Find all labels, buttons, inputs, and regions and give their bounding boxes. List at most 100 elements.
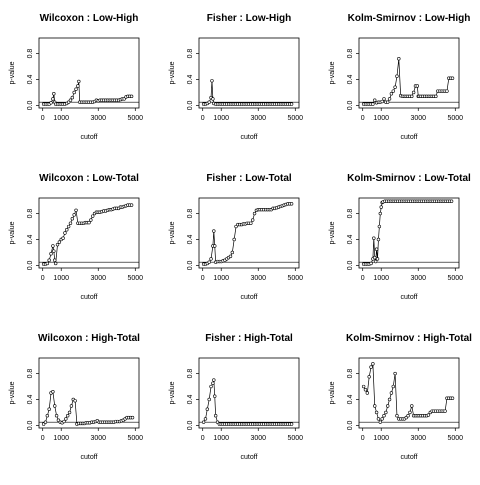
x-tick-label: 1000 xyxy=(213,115,229,122)
data-point xyxy=(89,218,93,222)
data-point xyxy=(53,404,57,408)
chart-title: Wilcoxon : Low-Total xyxy=(39,173,139,184)
x-tick-label: 3000 xyxy=(90,275,106,282)
data-point xyxy=(373,259,378,264)
x-axis-label: cutoff xyxy=(81,134,98,141)
y-tick-label: 0.0 xyxy=(27,100,34,110)
x-tick-label: 3000 xyxy=(250,275,266,282)
data-point xyxy=(389,391,394,395)
data-point xyxy=(375,257,380,261)
plot-frame xyxy=(358,197,460,269)
x-tick-label: 5000 xyxy=(448,115,464,122)
data-point xyxy=(90,214,95,218)
y-axis-label: p-value xyxy=(329,381,336,404)
data-point xyxy=(369,365,373,369)
data-point xyxy=(54,413,59,418)
data-point xyxy=(87,220,91,225)
data-point xyxy=(213,394,217,398)
chart-panel-8: Fisher : High-Total 0 1000 3000 5000 0.0 0.4 0.… xyxy=(169,333,303,461)
data-point xyxy=(52,92,56,96)
data-point xyxy=(65,228,69,232)
data-point xyxy=(47,258,51,262)
data-point xyxy=(397,57,401,61)
data-point xyxy=(52,249,56,253)
y-tick-label: 0.4 xyxy=(347,75,354,85)
data-point xyxy=(380,417,384,421)
data-point xyxy=(395,74,399,78)
series-line xyxy=(203,203,292,265)
data-point xyxy=(47,407,51,411)
data-point xyxy=(386,100,390,104)
x-tick-label: 3000 xyxy=(90,115,106,122)
data-point xyxy=(363,388,368,392)
data-point xyxy=(251,218,255,222)
data-point xyxy=(209,257,213,261)
data-point xyxy=(72,90,76,95)
x-tick-label: 1000 xyxy=(373,275,389,282)
chart-panel-3: Kolm-Smirnov : Low-High 0 1000 3000 5000 0.0 0… xyxy=(329,13,470,141)
data-point xyxy=(289,422,294,426)
y-tick-label: 0.4 xyxy=(27,395,34,405)
chart-panel-2: Fisher : Low-High 0 1000 3000 5000 0.0 0.4 0.8 c… xyxy=(169,13,303,141)
y-axis-label: p-value xyxy=(329,61,336,84)
y-tick-label: 0.4 xyxy=(27,235,34,245)
x-tick-label: 3000 xyxy=(90,435,106,442)
data-point xyxy=(129,203,134,207)
chart-title: Kolm-Smirnov : High-Total xyxy=(346,333,472,344)
data-point xyxy=(410,404,414,408)
data-point xyxy=(387,97,392,101)
chart-title: Kolm-Smirnov : Low-High xyxy=(348,13,471,24)
data-point xyxy=(49,252,53,256)
data-point xyxy=(252,211,257,216)
x-axis-label: cutoff xyxy=(81,454,98,461)
x-tick-label: 0 xyxy=(361,435,365,442)
data-point xyxy=(426,413,431,417)
data-point xyxy=(450,396,455,400)
data-point xyxy=(66,224,71,229)
data-point xyxy=(211,97,215,101)
x-tick-label: 0 xyxy=(201,275,205,282)
chart-title: Wilcoxon : High-Total xyxy=(38,333,140,344)
data-point xyxy=(74,87,78,91)
y-tick-label: 0.8 xyxy=(27,49,34,59)
data-point xyxy=(129,94,134,99)
data-point xyxy=(361,384,366,389)
x-tick-label: 5000 xyxy=(448,275,464,282)
y-tick-label: 0.0 xyxy=(347,420,354,430)
plot-frame xyxy=(358,37,460,109)
y-tick-label: 0.0 xyxy=(347,100,354,110)
y-tick-label: 0.8 xyxy=(347,49,354,59)
data-point xyxy=(53,261,58,266)
data-point xyxy=(64,417,68,421)
x-axis-label: cutoff xyxy=(401,294,418,301)
x-tick-label: 0 xyxy=(201,115,205,122)
y-tick-label: 0.8 xyxy=(27,209,34,219)
chart-panel-6: Kolm-Smirnov : Low-Total 0 1000 3000 5000 0.0… xyxy=(329,173,471,301)
chart-panel-9: Kolm-Smirnov : High-Total 0 1000 3000 5000 0.… xyxy=(329,333,472,461)
data-point xyxy=(211,381,215,385)
data-point xyxy=(449,199,454,203)
y-tick-label: 0.0 xyxy=(347,260,354,270)
y-axis-label: p-value xyxy=(169,221,176,244)
data-point xyxy=(212,229,216,233)
data-point xyxy=(72,213,76,217)
x-tick-label: 1000 xyxy=(373,115,389,122)
data-point xyxy=(389,92,394,96)
data-point xyxy=(205,407,210,411)
data-point xyxy=(367,375,371,379)
y-axis-label: p-value xyxy=(9,221,16,244)
chart-title: Kolm-Smirnov : Low-Total xyxy=(347,173,471,184)
data-point xyxy=(68,98,73,102)
data-point xyxy=(410,94,414,99)
y-axis-label: p-value xyxy=(329,221,336,244)
x-tick-label: 5000 xyxy=(288,435,304,442)
data-point xyxy=(45,261,50,266)
y-tick-label: 0.4 xyxy=(187,235,194,245)
chart-title: Fisher : Low-High xyxy=(207,13,291,24)
plot-frame xyxy=(358,357,460,429)
data-point xyxy=(371,362,375,366)
data-point xyxy=(391,384,395,389)
data-point xyxy=(207,260,211,264)
data-point xyxy=(406,413,410,418)
data-point xyxy=(373,255,377,260)
